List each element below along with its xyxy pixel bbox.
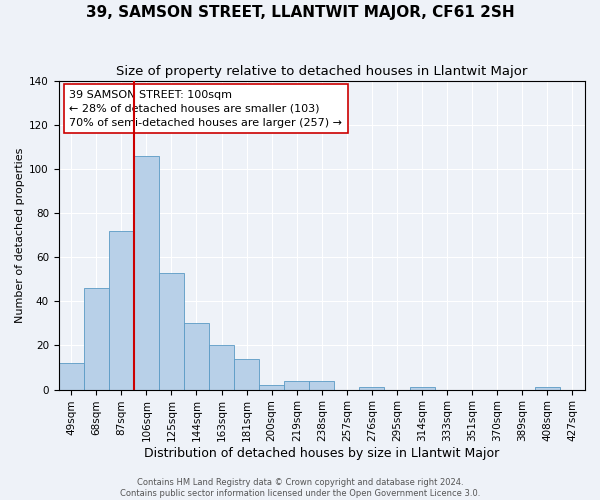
Text: 39 SAMSON STREET: 100sqm
← 28% of detached houses are smaller (103)
70% of semi-: 39 SAMSON STREET: 100sqm ← 28% of detach… [69,90,342,128]
Bar [535,388,560,390]
X-axis label: Distribution of detached houses by size in Llantwit Major: Distribution of detached houses by size … [144,447,499,460]
Bar [309,381,334,390]
Bar [234,358,259,390]
Bar [159,272,184,390]
Y-axis label: Number of detached properties: Number of detached properties [15,148,25,323]
Bar [134,156,159,390]
Bar [59,363,84,390]
Bar [209,346,234,390]
Bar [84,288,109,390]
Bar [184,324,209,390]
Text: Contains HM Land Registry data © Crown copyright and database right 2024.
Contai: Contains HM Land Registry data © Crown c… [120,478,480,498]
Bar [359,388,385,390]
Bar [410,388,434,390]
Bar [259,385,284,390]
Bar [284,381,309,390]
Bar [109,230,134,390]
Title: Size of property relative to detached houses in Llantwit Major: Size of property relative to detached ho… [116,65,527,78]
Text: 39, SAMSON STREET, LLANTWIT MAJOR, CF61 2SH: 39, SAMSON STREET, LLANTWIT MAJOR, CF61 … [86,5,514,20]
